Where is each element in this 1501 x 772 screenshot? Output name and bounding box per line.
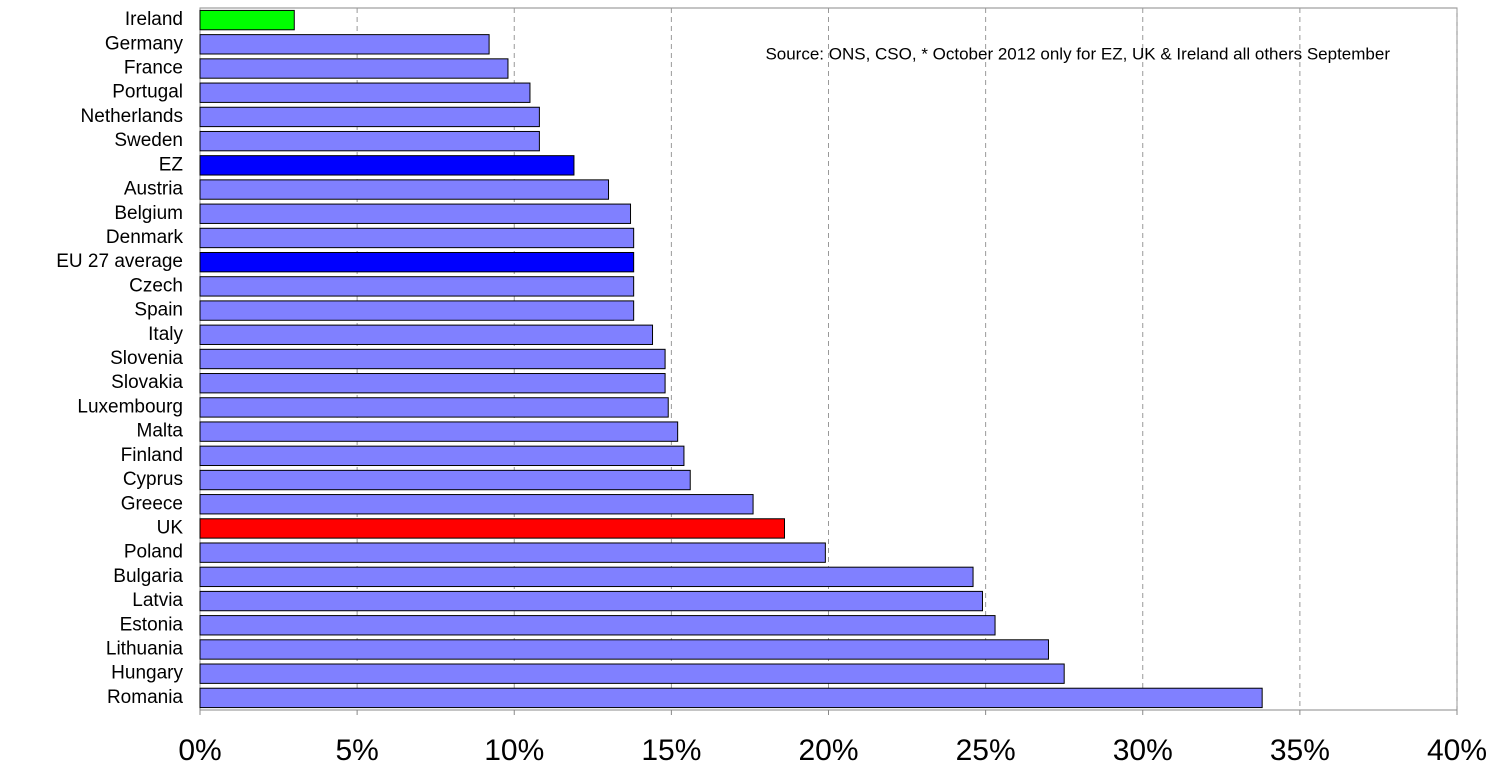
y-tick-label: Slovenia: [110, 348, 183, 369]
y-tick-label: UK: [157, 517, 184, 538]
y-tick-label: EZ: [159, 154, 184, 175]
bar: [199, 542, 826, 563]
x-tick-label: 25%: [956, 734, 1016, 767]
bar: [199, 227, 635, 249]
annotation: Source: ONS, CSO, * October 2012 only fo…: [765, 44, 1390, 63]
bar: [199, 251, 635, 273]
bar: [199, 203, 632, 224]
y-tick-label: Hungary: [111, 663, 183, 684]
y-tick-label: Ireland: [125, 9, 183, 30]
x-tick-label: 5%: [335, 734, 378, 767]
y-tick-label: Poland: [124, 542, 183, 563]
y-tick-label: Luxembourg: [77, 396, 183, 417]
bar: [199, 130, 540, 152]
y-tick-label: Sweden: [114, 130, 183, 151]
y-tick-label: Cyprus: [123, 469, 183, 490]
bar: [199, 34, 490, 55]
x-tick-label: 15%: [641, 734, 701, 767]
bar: [199, 9, 295, 31]
bar: [199, 494, 754, 515]
bar: [199, 179, 610, 200]
bar: [199, 445, 685, 467]
bar: [199, 155, 575, 176]
x-tick-label: 0%: [178, 734, 221, 767]
y-tick-label: Italy: [148, 324, 183, 345]
bar: [199, 348, 666, 370]
y-tick-label: EU 27 average: [56, 251, 183, 272]
y-tick-label: Greece: [121, 493, 183, 514]
y-tick-label: Estonia: [120, 614, 184, 635]
y-tick-label: Slovakia: [111, 372, 183, 393]
x-tick-label: 40%: [1427, 734, 1487, 767]
y-tick-label: Malta: [137, 421, 184, 442]
y-tick-label: Latvia: [132, 590, 183, 611]
x-tick-label: 30%: [1113, 734, 1173, 767]
bar: [199, 639, 1049, 660]
y-tick-label: Finland: [121, 445, 183, 466]
bar: [199, 106, 540, 128]
bar: [199, 590, 983, 612]
bar: [199, 615, 996, 636]
y-tick-label: Denmark: [106, 227, 184, 248]
y-tick-label: Bulgaria: [113, 566, 183, 587]
bar: [199, 300, 635, 321]
x-tick-label: 35%: [1270, 734, 1330, 767]
y-tick-label: Netherlands: [81, 106, 183, 127]
bar: [199, 82, 531, 103]
bar: [199, 687, 1263, 709]
bar: [199, 276, 635, 297]
y-tick-label: Czech: [129, 275, 183, 296]
y-tick-label: Germany: [105, 33, 184, 54]
y-tick-label: Belgium: [114, 203, 183, 224]
y-tick-label: Spain: [134, 300, 183, 321]
bar: [199, 324, 654, 345]
y-tick-label: Romania: [107, 687, 183, 708]
x-tick-label: 10%: [484, 734, 544, 767]
bar: [199, 397, 669, 418]
x-tick-label: 20%: [798, 734, 858, 767]
y-tick-label: France: [124, 58, 183, 79]
bar: [199, 469, 691, 491]
y-tick-label: Lithuania: [106, 638, 184, 659]
bar: [199, 421, 679, 442]
y-tick-label: Portugal: [112, 82, 183, 103]
bar: [199, 373, 666, 394]
bar: [199, 518, 786, 539]
bar: [199, 58, 509, 79]
bar: [199, 663, 1065, 684]
bar: [199, 566, 974, 588]
y-tick-label: Austria: [124, 179, 184, 200]
